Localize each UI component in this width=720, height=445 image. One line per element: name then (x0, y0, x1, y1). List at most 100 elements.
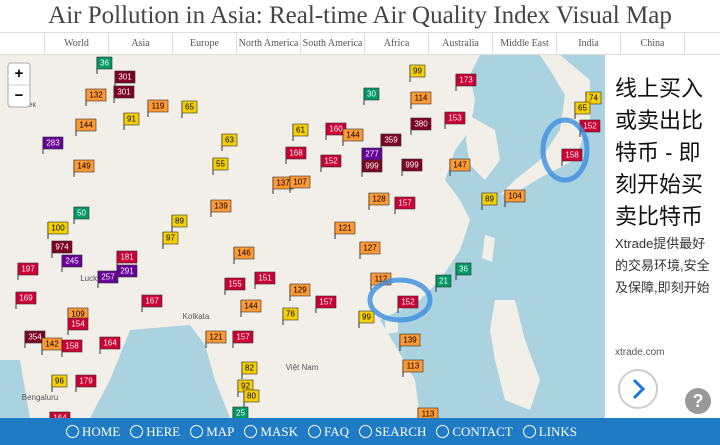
station-marker[interactable]: 151 (254, 271, 276, 289)
station-marker[interactable]: 113 (402, 359, 424, 377)
nav-link[interactable]: MAP (190, 424, 234, 440)
nav-link[interactable]: FAQ (308, 424, 349, 440)
station-marker[interactable]: 144 (342, 128, 364, 146)
station-marker[interactable]: 30 (363, 87, 380, 105)
zoom-out[interactable]: − (15, 87, 24, 104)
region-tab[interactable]: India (557, 33, 621, 54)
station-marker[interactable]: 354 (24, 330, 46, 348)
station-marker[interactable]: 132 (85, 88, 107, 106)
ad-panel[interactable]: 线上买入或卖出比特币 - 即刻开始买卖比特币 Xtrade提供最好的交易环境,安… (605, 55, 720, 418)
station-marker[interactable]: 127 (359, 241, 381, 259)
station-marker[interactable]: 144 (75, 118, 97, 136)
nav-link[interactable]: CONTACT (436, 424, 513, 440)
station-marker[interactable]: 76 (282, 307, 299, 325)
station-marker[interactable]: 100 (47, 221, 69, 239)
region-tab[interactable]: South America (301, 33, 365, 54)
station-marker[interactable]: 89 (481, 192, 498, 210)
station-marker[interactable]: 99 (409, 64, 426, 82)
station-marker[interactable]: 36 (96, 56, 113, 74)
station-marker[interactable]: 152 (397, 295, 419, 313)
station-marker[interactable]: 129 (289, 283, 311, 301)
region-tab[interactable]: World (45, 33, 109, 54)
station-marker[interactable]: 301 (113, 85, 135, 103)
station-marker[interactable]: 147 (449, 158, 471, 176)
station-marker[interactable]: 157 (394, 196, 416, 214)
station-marker[interactable]: 999 (401, 158, 423, 176)
region-tab[interactable]: China (621, 33, 685, 54)
station-marker[interactable]: 25 (232, 406, 249, 418)
station-marker[interactable]: 113 (417, 407, 439, 418)
station-marker[interactable]: 61 (292, 123, 309, 141)
station-marker[interactable]: 301 (114, 70, 136, 88)
station-marker[interactable]: 155 (224, 277, 246, 295)
region-tab[interactable]: Europe (173, 33, 237, 54)
ad-body[interactable]: Xtrade提供最好的交易环境,安全及保障,即刻开始 (615, 236, 710, 295)
station-marker[interactable]: 179 (75, 374, 97, 392)
station-marker[interactable]: 283 (42, 136, 64, 154)
station-marker[interactable]: 152 (320, 154, 342, 172)
nav-link[interactable]: MASK (244, 424, 298, 440)
ad-headline[interactable]: 线上买入或卖出比特币 - 即刻开始买卖比特币 (615, 76, 704, 229)
station-marker[interactable]: 380 (410, 117, 432, 135)
station-marker[interactable]: 109 (67, 307, 89, 325)
station-marker[interactable]: 149 (73, 159, 95, 177)
nav-link[interactable]: LINKS (522, 424, 577, 440)
station-marker[interactable]: 144 (240, 299, 262, 317)
station-marker[interactable]: 157 (315, 295, 337, 313)
station-marker[interactable]: 114 (410, 91, 432, 109)
station-marker[interactable]: 139 (399, 333, 421, 351)
station-marker[interactable]: 65 (181, 100, 198, 118)
station-marker[interactable]: 137 (272, 176, 294, 194)
station-marker[interactable]: 97 (162, 231, 179, 249)
station-marker[interactable]: 21 (435, 274, 452, 292)
station-marker[interactable]: 121 (205, 330, 227, 348)
ad-arrow-button[interactable] (617, 368, 659, 410)
station-marker[interactable]: 157 (232, 330, 254, 348)
station-marker[interactable]: 92 (237, 379, 254, 397)
ad-domain[interactable]: xtrade.com (615, 347, 665, 358)
station-marker[interactable]: 154 (67, 317, 89, 335)
station-marker[interactable]: 197 (17, 262, 39, 280)
region-tab[interactable]: North America (237, 33, 301, 54)
station-marker[interactable]: 291 (116, 264, 138, 282)
station-marker[interactable]: 173 (455, 73, 477, 91)
station-marker[interactable]: 974 (51, 240, 73, 258)
nav-link[interactable]: HERE (130, 424, 180, 440)
station-marker[interactable]: 146 (233, 246, 255, 264)
nav-link[interactable]: SEARCH (359, 424, 426, 440)
region-tab[interactable]: Australia (429, 33, 493, 54)
region-tab[interactable]: Middle East (493, 33, 557, 54)
nav-link[interactable]: HOME (66, 424, 120, 440)
station-marker[interactable]: 63 (221, 133, 238, 151)
help-button[interactable]: ? (685, 388, 711, 414)
station-marker[interactable]: 104 (504, 189, 526, 207)
station-marker[interactable]: 65 (574, 101, 591, 119)
station-marker[interactable]: 158 (61, 339, 83, 357)
station-marker[interactable]: 91 (123, 112, 140, 130)
station-marker[interactable]: 164 (99, 336, 121, 354)
station-marker[interactable]: 119 (147, 99, 169, 117)
region-tab[interactable]: Africa (365, 33, 429, 54)
station-marker[interactable]: 96 (51, 374, 68, 392)
station-marker[interactable]: 55 (212, 157, 229, 175)
station-marker[interactable]: 359 (380, 133, 402, 151)
station-marker[interactable]: 153 (444, 111, 466, 129)
station-marker[interactable]: 158 (561, 148, 583, 166)
station-marker[interactable]: 167 (141, 294, 163, 312)
station-marker[interactable]: 128 (368, 192, 390, 210)
station-marker[interactable]: 169 (15, 291, 37, 309)
station-marker[interactable]: 107 (289, 175, 311, 193)
station-marker[interactable]: 999 (361, 159, 383, 177)
region-tab[interactable]: Asia (109, 33, 173, 54)
station-marker[interactable]: 80 (243, 389, 260, 407)
station-marker[interactable]: 99 (358, 310, 375, 328)
station-marker[interactable]: 164 (49, 411, 71, 418)
station-marker[interactable]: 82 (241, 361, 258, 379)
station-marker[interactable]: 89 (171, 214, 188, 232)
station-marker[interactable]: 245 (61, 254, 83, 272)
station-marker[interactable]: 139 (210, 199, 232, 217)
station-marker[interactable]: 36 (455, 262, 472, 280)
station-marker[interactable]: 168 (285, 146, 307, 164)
zoom-in[interactable]: + (15, 65, 24, 82)
station-marker[interactable]: 121 (334, 221, 356, 239)
